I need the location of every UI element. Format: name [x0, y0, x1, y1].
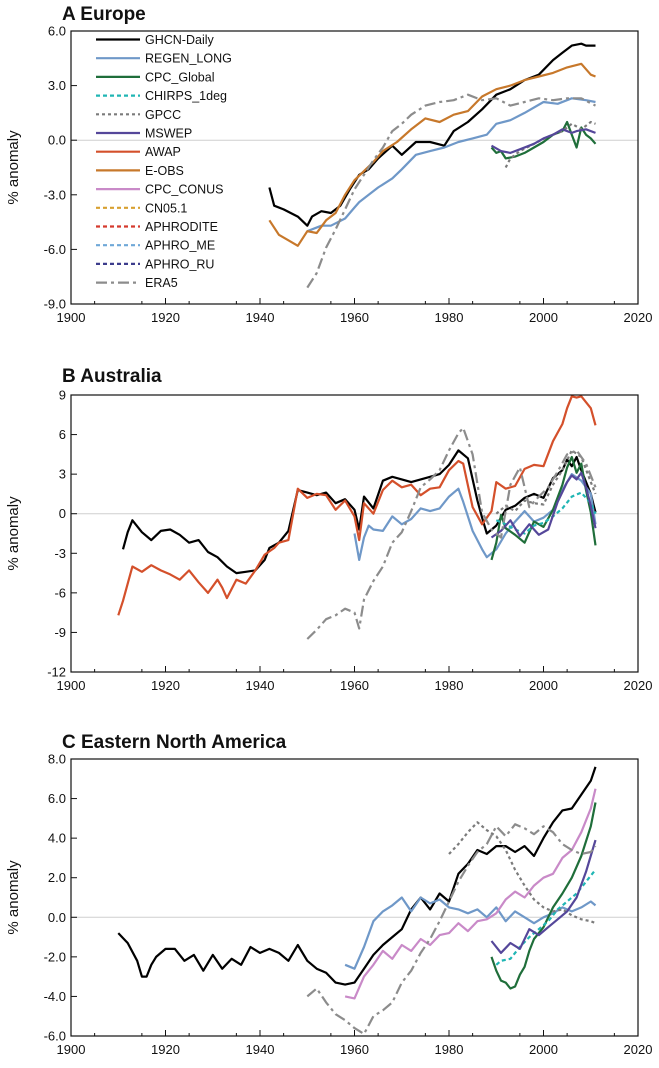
series-era5 [306, 823, 597, 1036]
panel-title: C Eastern North America [62, 732, 287, 753]
legend-label: REGEN_LONG [145, 52, 232, 66]
y-tick-label: 0 [59, 506, 66, 521]
series-awap [117, 395, 597, 616]
series-regen-long [344, 896, 597, 970]
y-tick-label: 6 [59, 427, 66, 442]
y-tick-label: -6.0 [44, 1029, 66, 1044]
x-tick-label: 1940 [246, 310, 275, 325]
x-tick-label: 1980 [435, 678, 464, 693]
panel-australia: B Australia 1900 1920 1940 1960 1980 2000 2020… [5, 366, 652, 693]
panel-title: A Europe [62, 4, 146, 25]
series-mswep [490, 839, 597, 954]
series-chirps-1deg [495, 491, 597, 535]
series-ghcn-daily [268, 42, 596, 227]
legend-label: AWAP [145, 145, 181, 159]
legend-label: GPCC [145, 108, 181, 122]
x-tick-label: 1960 [340, 1042, 369, 1057]
legend-label: MSWEP [145, 127, 192, 141]
series-cpc-conus [344, 788, 597, 1000]
x-tick-label: 1900 [57, 1042, 86, 1057]
x-tick-label: 1920 [151, 310, 180, 325]
plot-frame [70, 758, 639, 1037]
x-tick-label: 1940 [246, 1042, 275, 1057]
legend: GHCN-Daily REGEN_LONG CPC_Global CHIRPS_1de… [96, 33, 232, 290]
y-tick-label: -2.0 [44, 949, 66, 964]
y-tick-label: 9 [59, 388, 66, 403]
series-gpcc [504, 120, 596, 169]
series-gpcc [495, 449, 597, 515]
y-tick-label: -9 [54, 625, 66, 640]
y-tick-label: 8.0 [48, 752, 66, 767]
legend-label: E-OBS [145, 164, 184, 178]
x-tick-label: 2020 [624, 1042, 653, 1057]
x-tick-label: 1940 [246, 678, 275, 693]
x-tick-label: 1920 [151, 1042, 180, 1057]
x-tick-label: 1980 [435, 1042, 464, 1057]
legend-label: GHCN-Daily [145, 33, 215, 47]
x-tick-label: 2020 [624, 678, 653, 693]
series-cpc-global [490, 802, 597, 990]
y-axis-label: % anomaly [5, 860, 22, 935]
y-tick-label: 6.0 [48, 791, 66, 806]
y-tick-label: -6 [54, 585, 66, 600]
series-mswep [490, 128, 596, 154]
series-era5 [306, 426, 597, 640]
y-axis-label: % anomaly [5, 130, 22, 205]
y-tick-label: 3.0 [48, 78, 66, 93]
x-tick-label: 1900 [57, 678, 86, 693]
legend-label: CN05.1 [145, 201, 187, 215]
y-tick-label: 6.0 [48, 24, 66, 39]
y-tick-label: -12 [47, 665, 66, 680]
y-tick-label: -3.0 [44, 187, 66, 202]
panel-europe: A Europe 1900 1920 1940 1960 1980 2000 2020 6.0… [5, 4, 652, 325]
legend-label: CPC_Global [145, 70, 214, 84]
y-tick-label: 3 [59, 467, 66, 482]
legend-label: CHIRPS_1deg [145, 89, 227, 103]
series-mswep [490, 471, 597, 539]
y-tick-label: 0.0 [48, 133, 66, 148]
x-tick-label: 2000 [529, 1042, 558, 1057]
y-tick-label: 4.0 [48, 831, 66, 846]
panel-eastern-north-america: C Eastern North America 1900 1920 1940 1960… [5, 732, 652, 1057]
x-tick-label: 1960 [340, 678, 369, 693]
y-axis-label: % anomaly [5, 496, 22, 571]
y-tick-label: -3 [54, 546, 66, 561]
series-era5 [306, 93, 597, 289]
x-tick-label: 1920 [151, 678, 180, 693]
series-ghcn-daily [117, 766, 597, 986]
legend-label: APHRODITE [145, 220, 218, 234]
x-tick-label: 1980 [435, 310, 464, 325]
legend-label: CPC_CONUS [145, 183, 224, 197]
series-ghcn-daily [121, 449, 597, 575]
y-tick-label: 0.0 [48, 910, 66, 925]
series-chirps-1deg [495, 869, 597, 966]
y-tick-label: -4.0 [44, 989, 66, 1004]
legend-label: APHRO_ME [145, 239, 215, 253]
x-tick-label: 2000 [529, 678, 558, 693]
x-tick-label: 2000 [529, 310, 558, 325]
legend-label: APHRO_RU [145, 257, 214, 271]
y-tick-label: -9.0 [44, 297, 66, 312]
series-e-obs [268, 62, 596, 247]
x-tick-label: 2020 [624, 310, 653, 325]
series-regen-long [306, 97, 596, 233]
y-tick-label: 2.0 [48, 870, 66, 885]
series-gpcc [448, 821, 596, 925]
x-tick-label: 1900 [57, 310, 86, 325]
panel-title: B Australia [62, 366, 162, 387]
y-tick-label: -6.0 [44, 242, 66, 257]
x-tick-label: 1960 [340, 310, 369, 325]
legend-label: ERA5 [145, 276, 178, 290]
